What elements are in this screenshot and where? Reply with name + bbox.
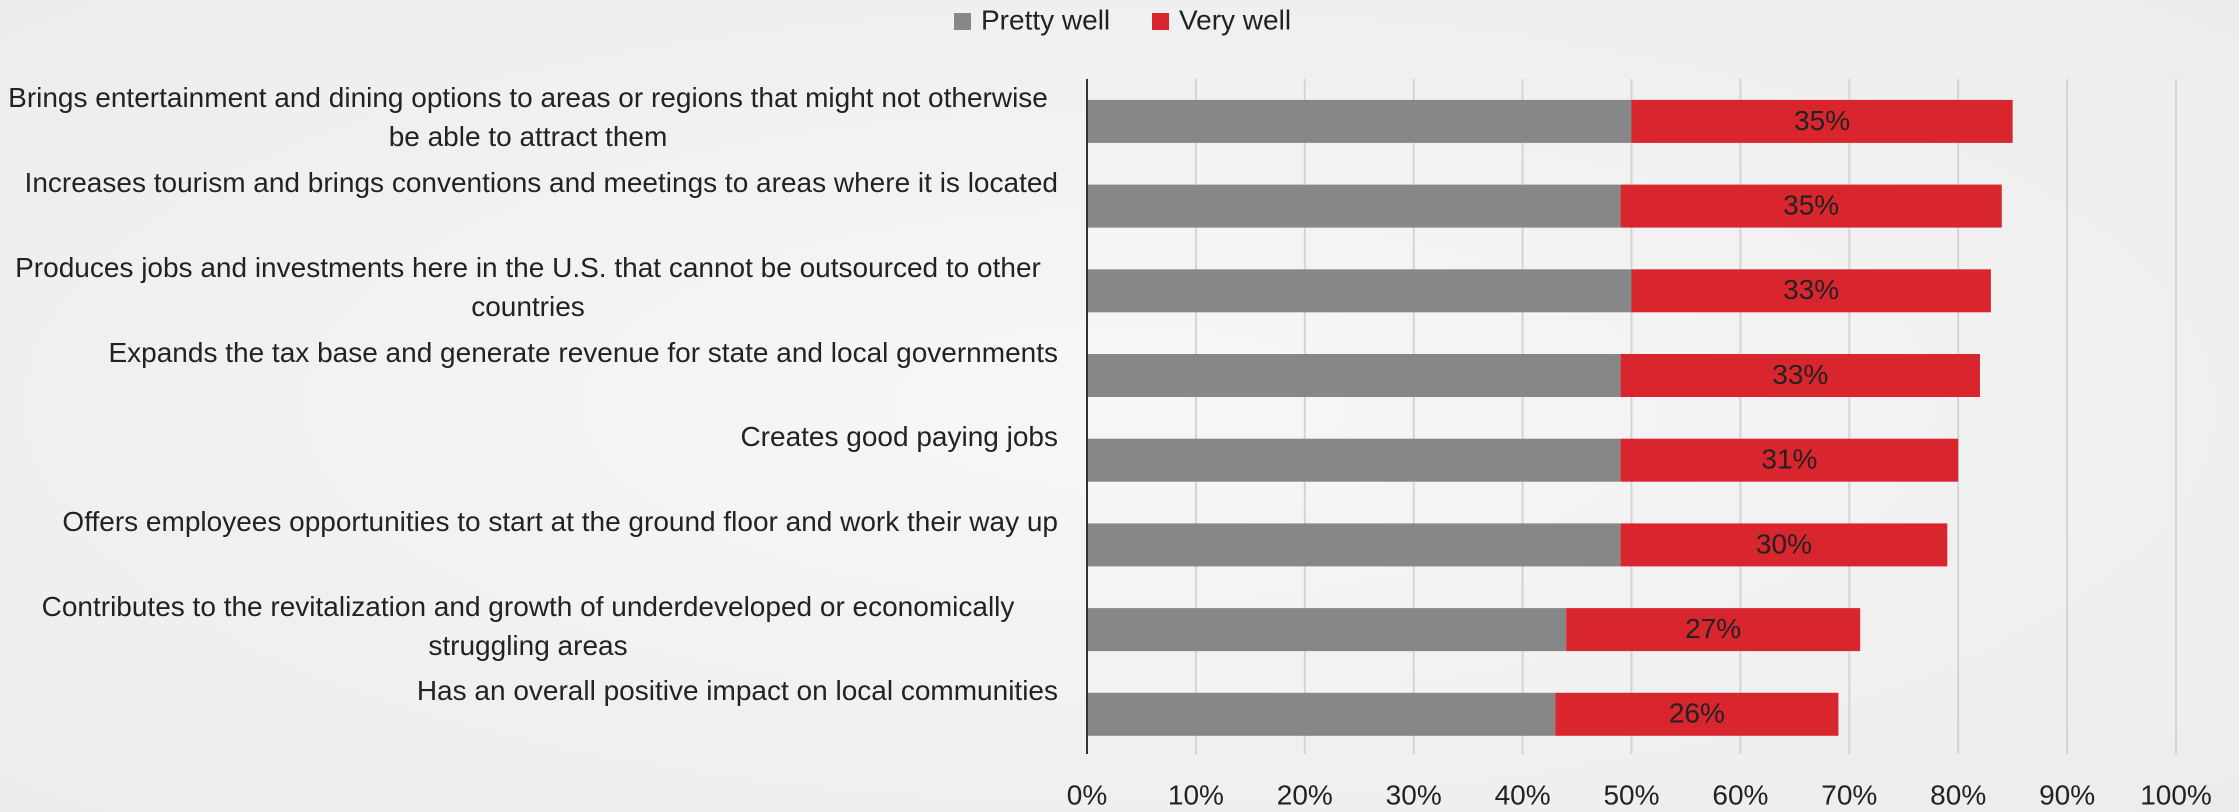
bar-segment	[1087, 99, 1632, 143]
category-text: Produces jobs and investments here in th…	[15, 251, 1041, 322]
category-label: Contributes to the revitalization and gr…	[0, 587, 1058, 665]
x-tick-label: 70%	[1821, 779, 1877, 810]
category-label: Increases tourism and brings conventions…	[0, 163, 1058, 202]
category-label: Brings entertainment and dining options …	[0, 78, 1058, 156]
bar-segment	[1087, 354, 1621, 397]
category-text: Has an overall positive impact on local …	[416, 675, 1058, 707]
x-tick-label: 20%	[1277, 779, 1333, 810]
x-tick-label: 30%	[1386, 779, 1442, 810]
category-label: Produces jobs and investments here in th…	[0, 248, 1058, 326]
bar-segment	[1087, 692, 1556, 736]
category-text: Contributes to the revitalization and gr…	[41, 590, 1015, 661]
value-label: 30%	[1756, 528, 1812, 559]
bar-segment	[1631, 99, 2013, 143]
category-text: Expands the tax base and generate revenu…	[108, 336, 1058, 368]
value-label: 26%	[1669, 698, 1725, 729]
x-tick-label: 0%	[1067, 779, 1107, 810]
legend-label: Pretty well	[981, 4, 1110, 35]
category-label: Creates good paying jobs	[0, 417, 1058, 456]
value-label: 33%	[1772, 359, 1828, 390]
legend-swatch	[1152, 13, 1169, 30]
bar-segment	[1087, 184, 1621, 228]
category-text: Offers employees opportunities to start …	[62, 505, 1058, 537]
value-label: 31%	[1761, 444, 1817, 475]
category-text: Creates good paying jobs	[740, 421, 1058, 453]
category-label: Expands the tax base and generate revenu…	[0, 333, 1058, 372]
bar-segment	[1620, 184, 2002, 228]
bar-segment	[1620, 438, 1959, 482]
legend-swatch	[954, 13, 971, 30]
bar-segment	[1555, 692, 1839, 736]
bar-segment	[1087, 608, 1567, 652]
bar-segment	[1087, 438, 1621, 482]
x-tick-label: 40%	[1495, 779, 1551, 810]
value-label: 35%	[1783, 189, 1839, 220]
bar-segment	[1087, 523, 1621, 567]
x-tick-label: 100%	[2140, 779, 2212, 810]
category-label: Offers employees opportunities to start …	[0, 502, 1058, 541]
legend-label: Very well	[1179, 4, 1291, 35]
bar-segment	[1087, 269, 1632, 313]
bar-segment	[1631, 269, 1991, 313]
value-label: 33%	[1783, 274, 1839, 305]
x-tick-label: 50%	[1603, 779, 1659, 810]
category-text: Increases tourism and brings conventions…	[24, 167, 1058, 199]
category-label: Has an overall positive impact on local …	[0, 671, 1058, 710]
x-tick-label: 80%	[1930, 779, 1986, 810]
bar-segment	[1620, 523, 1948, 567]
bar-segment	[1620, 354, 1980, 397]
x-tick-label: 10%	[1168, 779, 1224, 810]
value-label: 27%	[1685, 613, 1741, 644]
value-label: 35%	[1794, 105, 1850, 136]
x-tick-label: 60%	[1712, 779, 1768, 810]
x-tick-label: 90%	[2039, 779, 2095, 810]
bar-segment	[1566, 608, 1861, 652]
category-text: Brings entertainment and dining options …	[8, 82, 1048, 153]
